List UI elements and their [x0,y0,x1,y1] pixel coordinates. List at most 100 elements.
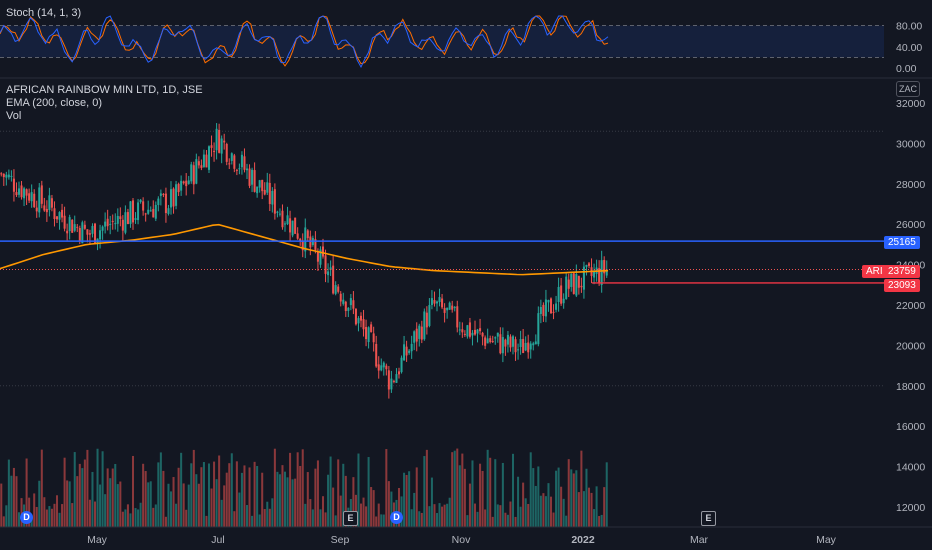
candlesticks [0,123,608,399]
candle-body [517,349,520,351]
volume-bar [177,467,180,527]
volume-legend[interactable]: Vol [6,110,22,122]
volume-bar [276,471,279,527]
volume-bar [413,492,416,527]
candle-body [207,146,211,170]
volume-bar [451,452,454,527]
price-tick-label: 22000 [896,300,925,312]
candle-body [519,339,522,347]
candle-body [147,209,150,214]
price-tick-label: 12000 [896,502,925,514]
candle-body [410,343,413,352]
volume-bar [256,466,259,527]
volume-bar [359,503,363,527]
candle-body [119,216,122,220]
volume-bar [230,453,233,527]
candle-body [352,300,355,309]
candle-body [408,350,411,353]
candle-body [15,192,18,196]
candle-body [131,200,135,223]
dividend-marker[interactable]: D [390,511,403,524]
volume-bar [73,452,76,527]
volume-bar [435,513,439,527]
candle-body [271,190,274,205]
dividend-marker[interactable]: D [20,511,33,524]
candle-body [499,334,502,354]
volume-bar [532,468,535,527]
candle-body [514,339,517,353]
candle-body [238,168,241,170]
volume-bar [544,496,547,527]
candle-body [506,334,509,345]
volume-bar [55,495,59,527]
volume-bar [410,509,413,527]
candle-body [230,153,233,161]
volume-bar [590,492,593,527]
volume-bar [63,457,66,527]
candle-body [342,299,345,304]
time-tick-label: May [816,534,837,546]
volume-bar [511,453,515,527]
candle-body [124,212,127,233]
volume-bar [220,499,223,527]
candle-body [309,236,312,248]
volume-bar [354,494,357,527]
volume-bar [139,502,142,527]
volume-bar [324,512,327,527]
time-tick-label: Nov [452,534,471,546]
candle-body [380,365,383,371]
volume-bar [88,499,91,527]
volume-bar [169,491,173,527]
chart-axes: 3200030000280002600024000220002000018000… [0,98,932,546]
candle-body [433,300,436,304]
volume-bar [456,448,459,527]
stoch-legend[interactable]: Stoch (14, 1, 3) [6,7,82,19]
symbol-title[interactable]: AFRICAN RAINBOW MIN LTD, 1D, JSE [6,84,203,96]
volume-bar [587,487,591,527]
candle-body [314,239,317,250]
candle-body [372,333,375,343]
candle-body [466,325,469,337]
volume-bar [281,465,284,527]
candle-body [134,218,137,220]
volume-bar [119,481,122,527]
candle-body [489,338,492,342]
volume-bar [309,499,312,527]
volume-bar [304,503,307,527]
candle-body [534,341,537,345]
time-tick-label: Jul [211,534,224,546]
candle-body [428,305,431,326]
earnings-marker[interactable]: E [701,511,716,526]
volume-bar [468,483,471,527]
volume-bar [291,479,294,527]
ema-legend[interactable]: EMA (200, close, 0) [6,97,102,109]
candle-body [580,285,583,288]
currency-badge[interactable]: ZAC [896,81,920,97]
volume-bar [390,491,393,527]
volume-bar [600,514,603,527]
volume-bar [337,459,340,527]
candle-body [149,210,152,212]
earnings-marker[interactable]: E [343,511,358,526]
volume-bar [45,509,48,527]
volume-bar [207,463,211,527]
candle-body [114,223,117,225]
candle-body [473,329,477,335]
volume-bar [430,477,433,527]
volume-bar [461,453,464,527]
volume-bar [605,462,608,527]
volume-bar [332,487,335,527]
candle-body [7,174,10,178]
candle-body [83,224,86,229]
volume-bar [71,503,74,527]
volume-bar [408,471,411,527]
candle-body [598,268,601,284]
volume-bar [76,476,79,527]
volume-bar [311,509,314,527]
volume-bar [352,477,355,527]
candle-body [605,269,608,276]
candle-body [423,311,426,340]
volume-bar [334,515,337,527]
candle-body [12,178,15,192]
